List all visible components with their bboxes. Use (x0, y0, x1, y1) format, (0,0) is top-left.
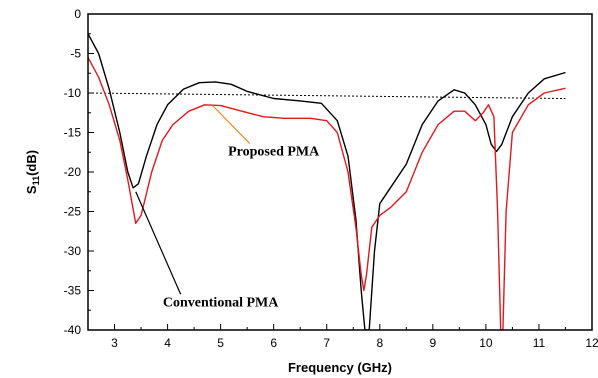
y-tick-label: -40 (64, 323, 82, 337)
x-tick-label: 5 (217, 336, 224, 350)
y-tick-label: -15 (64, 126, 82, 140)
x-tick-label: 7 (323, 336, 330, 350)
x-tick-label: 6 (270, 336, 277, 350)
annotation-leader-conventional-pma (135, 191, 182, 295)
y-tick-label: -5 (70, 47, 81, 61)
y-tick-label: -35 (64, 284, 82, 298)
x-tick-label: 8 (376, 336, 383, 350)
ticks-layer: 3 4 5 6 7 8 9 10 11 12 0 -5 -10 -15 -20 -25 -30 -35 -40 (64, 7, 598, 350)
x-axis-title: Frequency (GHz) (288, 360, 392, 375)
y-axis-title-subscript: 11 (31, 176, 41, 186)
y-tick-label: -10 (64, 86, 82, 100)
y-tick-label: -20 (64, 165, 82, 179)
annotation-label-proposed-pma: Proposed PMA (228, 144, 320, 159)
reference-line-minus-10db (87, 92, 566, 100)
x-tick-label: 3 (111, 336, 118, 350)
annotation-leader-proposed-pma (212, 105, 251, 144)
reference-line-layer (87, 92, 566, 100)
x-tick-label: 4 (164, 336, 171, 350)
x-tick-label: 12 (585, 336, 598, 350)
x-tick-label: 11 (533, 336, 546, 350)
x-tick-label: 9 (429, 336, 436, 350)
y-axis-title-unit: (dB) (24, 150, 39, 176)
series-layer (88, 33, 566, 330)
y-tick-label: -25 (64, 205, 82, 219)
y-tick-label: -30 (64, 244, 82, 258)
y-tick-label: 0 (74, 7, 81, 21)
y-axis-title-main: S (24, 185, 39, 194)
y-axis-title: S11(dB) (24, 150, 41, 194)
annotation-layer: Proposed PMA Conventional PMA (135, 105, 320, 310)
plot-frame (87, 13, 593, 331)
series-line-conventional-pma (88, 33, 566, 330)
x-tick-label: 10 (479, 336, 493, 350)
series-line-proposed-pma (88, 57, 566, 330)
annotation-label-conventional-pma: Conventional PMA (163, 295, 279, 310)
